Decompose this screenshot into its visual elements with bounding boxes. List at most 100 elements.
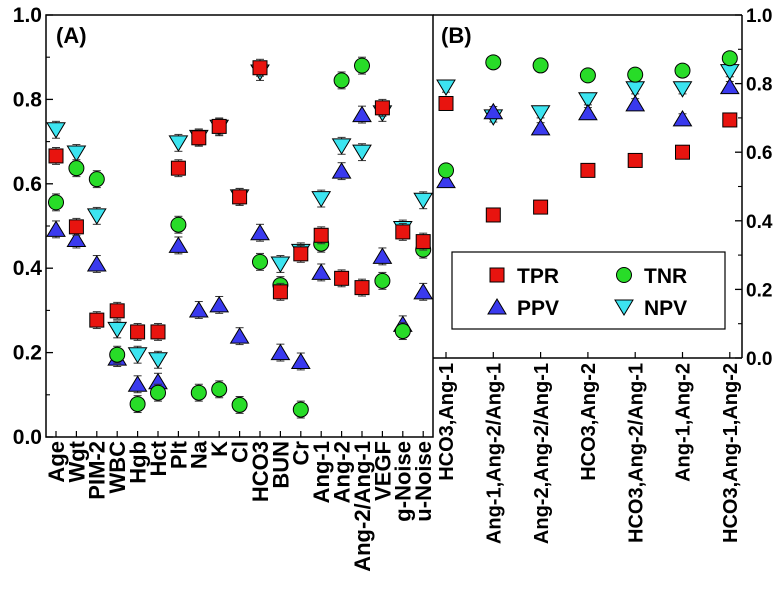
point-tnr [109,346,126,363]
point-npv [66,145,87,162]
point-tnr [190,384,207,401]
legend-npv-marker [614,299,634,316]
point-npv [625,81,646,98]
point-npv [578,92,598,109]
x-tick-label: Ang-2 [330,441,355,503]
point-ppv [372,247,393,264]
x-tick-label: HCO3,Ang-1 [436,363,458,481]
legend-tnr-label: TNR [644,265,687,288]
point-tpr [191,130,207,146]
y-tick-label: 0.8 [13,88,43,111]
point-tpr [293,246,309,262]
point-npv [530,105,551,122]
point-tpr [334,270,350,286]
point-ppv [578,103,598,121]
point-tpr [485,207,501,223]
series-ppv [46,105,434,394]
series-tpr [48,58,431,341]
point-tnr [333,72,350,89]
point-tpr [109,303,125,319]
x-tick-label: Plt [166,440,191,469]
point-tpr [170,160,186,176]
y-tick-label: 0.8 [746,75,772,96]
y-tick-label: 0.0 [13,426,42,449]
point-npv [352,144,372,162]
point-tpr [722,112,738,128]
point-ppv [46,220,66,237]
point-tnr [211,381,228,398]
y-tick-label: 0.0 [746,349,772,370]
x-tick-label: Cr [289,441,314,466]
point-tpr [89,312,105,328]
x-tick-label: Cl [228,441,253,463]
legend-box [451,251,726,330]
x-tick-label: Ang-1,Ang-2 [673,363,695,482]
point-ppv [270,343,291,361]
point-npv [270,256,291,273]
point-ppv [625,94,646,112]
x-tick-label: Ang-2/Ang-1 [350,441,375,572]
x-tick-label: Ang-2,Ang-2/Ang-1 [531,363,553,544]
point-tnr [150,384,166,401]
x-tick-label: HCO3,Ang-1,Ang-2 [720,363,742,543]
panel-label: (A) [56,23,87,48]
series-tnr [48,56,432,419]
point-ppv [229,327,250,344]
point-ppv [331,162,352,179]
x-tick-label: Ang-1 [309,441,334,503]
x-tick-label: K [207,441,232,457]
point-ppv [672,109,693,127]
legend-tnr-marker [616,267,632,283]
point-ppv [86,255,107,272]
point-tpr [395,224,411,240]
point-tnr [292,401,309,418]
x-tick-label: WBC [105,441,130,494]
x-tick-label: Wgt [64,440,89,482]
point-tpr [130,324,146,340]
point-tpr [627,152,643,168]
legend-npv-label: NPV [644,297,687,320]
series-npv [46,63,434,369]
point-tpr [533,199,549,215]
point-npv [107,321,128,339]
panel-b: 0.0 0.2 0.4 0.6 0.8 1.0 (B) HCO3,Ang-1 Ang-1,Ang… [433,6,773,544]
x-tick-label: Hgb [126,441,151,484]
y-tick-label: 0.2 [746,280,772,301]
point-tpr [354,280,370,296]
point-tnr [374,272,391,289]
series-tpr [438,95,738,223]
x-tick-label: u-Noise [411,441,436,522]
y-tick-label: 0.4 [746,212,773,233]
point-ppv [188,301,209,318]
point-ppv [209,295,230,313]
point-tnr [231,396,248,413]
legend: TPR TNR PPV NPV [451,251,726,330]
point-tpr [48,148,64,164]
y-tick-label: 0.4 [13,257,43,280]
point-ppv [168,236,189,253]
x-tick-label: VEGF [370,441,395,501]
point-tpr [252,60,268,76]
point-npv [413,192,434,210]
point-ppv [413,282,434,300]
point-tpr [68,219,84,235]
point-npv [46,122,66,139]
point-tnr [532,57,549,74]
x-tick-label: g-Noise [391,441,416,522]
x-tick-label: PIM-2 [85,441,110,500]
point-tpr [438,95,454,111]
point-tpr [211,118,227,134]
point-npv [168,135,189,152]
point-ppv [530,118,551,136]
point-ppv [436,171,456,189]
point-ppv [352,105,372,123]
plot-frame-a [45,14,434,438]
point-npv [719,64,740,81]
point-npv [127,347,148,364]
point-tnr [48,194,64,211]
y-tick-label: 1.0 [13,4,42,27]
point-tnr [721,50,738,67]
point-npv [311,191,332,208]
point-tnr [170,216,187,233]
